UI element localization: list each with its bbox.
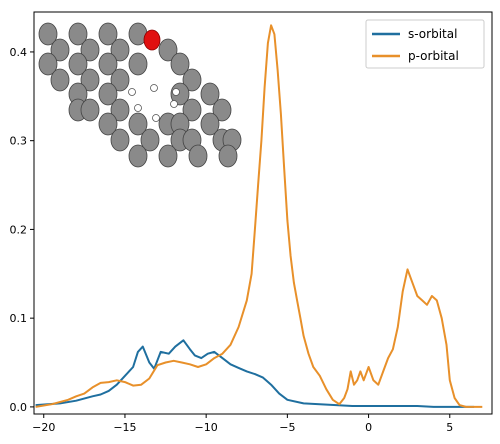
carbon-atom bbox=[128, 112, 148, 136]
carbon-atom bbox=[80, 98, 100, 122]
y-tick-label: 0.4 bbox=[10, 46, 28, 59]
y-tick-label: 0.1 bbox=[10, 312, 28, 325]
carbon-atom bbox=[212, 98, 232, 122]
legend-label-p-orbital: p-orbital bbox=[408, 49, 459, 63]
highlighted-atom bbox=[143, 29, 161, 51]
legend-label-s-orbital: s-orbital bbox=[408, 27, 457, 41]
carbon-atom bbox=[98, 52, 118, 76]
carbon-atom bbox=[110, 38, 130, 62]
carbon-atom bbox=[218, 144, 238, 168]
carbon-atom bbox=[68, 22, 88, 46]
carbon-atom bbox=[182, 68, 202, 92]
carbon-atom bbox=[158, 38, 178, 62]
carbon-atom bbox=[110, 68, 130, 92]
carbon-atom bbox=[110, 128, 130, 152]
carbon-atom bbox=[80, 68, 100, 92]
carbon-atom bbox=[200, 112, 220, 136]
hydrogen-atom bbox=[170, 100, 178, 108]
x-tick-label: 0 bbox=[365, 421, 372, 434]
x-axis: −20 −15 −10 −5 0 5 bbox=[32, 414, 453, 434]
x-tick-label: −5 bbox=[279, 421, 295, 434]
hydrogen-atom bbox=[172, 88, 180, 96]
carbon-atom bbox=[110, 98, 130, 122]
carbon-atom bbox=[128, 144, 148, 168]
y-tick-label: 0.3 bbox=[10, 135, 28, 148]
series-line-s-orbital bbox=[35, 339, 475, 408]
hydrogen-atom bbox=[128, 88, 136, 96]
series-layer bbox=[35, 24, 483, 408]
hydrogen-atom bbox=[152, 114, 160, 122]
carbon-atom bbox=[98, 112, 118, 136]
x-tick-label: 5 bbox=[446, 421, 453, 434]
carbon-atom bbox=[128, 52, 148, 76]
carbon-atom bbox=[80, 38, 100, 62]
x-tick-label: −10 bbox=[195, 421, 218, 434]
x-tick-label: −20 bbox=[32, 421, 55, 434]
carbon-atom bbox=[68, 52, 88, 76]
carbon-atom bbox=[182, 98, 202, 122]
carbon-atom bbox=[200, 82, 220, 106]
x-tick-label: −15 bbox=[113, 421, 136, 434]
plot-frame bbox=[33, 11, 493, 415]
carbon-atom bbox=[38, 52, 58, 76]
y-axis: 0.0 0.1 0.2 0.3 0.4 bbox=[10, 46, 34, 414]
carbon-atom bbox=[158, 144, 178, 168]
carbon-atom bbox=[50, 38, 70, 62]
carbon-atom bbox=[38, 22, 58, 46]
y-tick-label: 0.0 bbox=[10, 401, 28, 414]
series-line-p-orbital bbox=[35, 24, 483, 408]
hydrogen-atom bbox=[150, 84, 158, 92]
carbon-atom bbox=[188, 144, 208, 168]
y-tick-label: 0.2 bbox=[10, 223, 28, 236]
carbon-atom bbox=[50, 68, 70, 92]
carbon-atom bbox=[170, 52, 190, 76]
carbon-atom bbox=[98, 22, 118, 46]
hydrogen-atom bbox=[134, 104, 142, 112]
carbon-atom bbox=[98, 82, 118, 106]
legend: s-orbital p-orbital bbox=[365, 19, 485, 69]
molecule-inset bbox=[38, 22, 242, 168]
carbon-atom bbox=[140, 128, 160, 152]
